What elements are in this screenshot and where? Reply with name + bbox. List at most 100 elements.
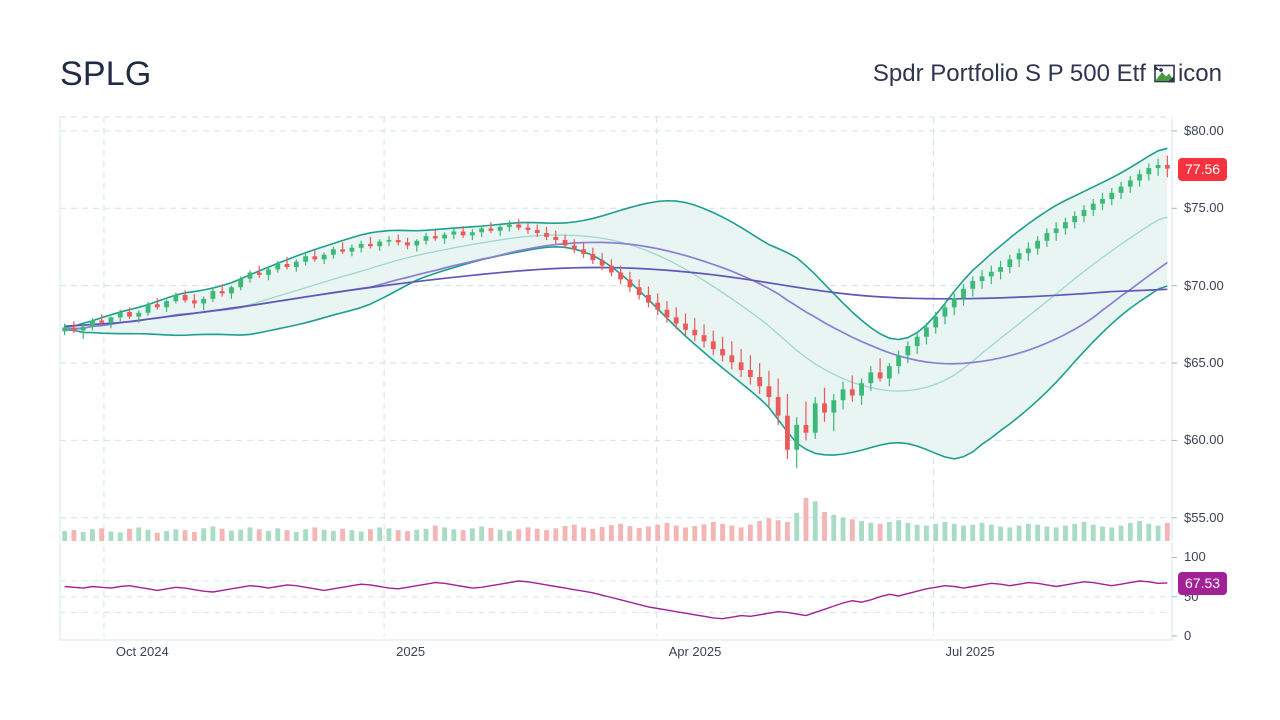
candle-body [1072,216,1078,223]
candle-body [229,287,234,294]
candle-body [80,326,86,331]
volume-bar [636,527,642,541]
candle-body [979,276,985,282]
chart-header: SPLG Spdr Portfolio S P 500 Etf icon [0,52,1280,114]
rsi-reference-lines [60,580,1172,613]
candle-body [395,240,401,243]
volume-bar [238,529,244,541]
date-axis-tick: Oct 2024 [115,644,169,659]
volume-bar [303,529,308,541]
volume-bar [312,527,318,541]
candle-body [1127,180,1133,187]
price-axis-tick: $65.00 [1184,355,1224,371]
last-rsi-badge[interactable]: 67.53 [1178,571,1228,595]
volume-bar [330,531,336,541]
candle-body [71,327,77,331]
volume-bar [1155,525,1161,541]
candle-body [117,311,123,318]
broken-image-alt-text: icon [1177,60,1222,87]
company-name: Spdr Portfolio S P 500 Etf [872,60,1146,87]
candle-body [154,304,160,308]
candle-body [1053,228,1059,234]
company-info: Spdr Portfolio S P 500 Etf icon [873,58,1222,90]
volume-bar [720,523,725,541]
candle-body [497,226,503,231]
volume-bar [1109,527,1115,541]
volume-bar [1063,525,1068,541]
date-axis-tick: Apr 2025 [668,644,722,659]
volume-bar [998,526,1003,541]
candle-body [553,236,559,241]
volume-bar [738,527,744,541]
candle-body [599,260,605,266]
volume-bar [136,527,142,541]
volume-bar [358,531,364,541]
last-price-badge[interactable]: 77.56 [1178,157,1228,181]
volume-bar [785,521,790,541]
volume-bar [1072,523,1078,541]
candle-body [303,256,308,262]
volume-bar [173,529,179,541]
candle-body [423,236,429,241]
candle-body [284,264,290,268]
volume-bar [201,528,207,541]
candle-body [312,256,318,260]
rsi-axis-tick: 100 [1184,549,1206,565]
volume-bar [553,528,559,541]
candle-body [525,227,531,230]
volume-bar [608,525,614,541]
candle-body [794,424,800,450]
candle-body [692,329,698,336]
volume-bar [479,526,485,541]
volume-bar [1090,524,1096,541]
rsi-series[interactable] [64,580,1168,620]
candle-body [349,247,355,252]
volume-bar [822,512,827,541]
volume-bar [729,525,735,541]
volume-bar [182,530,188,541]
candle-body [210,291,216,299]
volume-bar [460,530,466,541]
candle-body [414,240,420,246]
volume-bar [747,524,753,541]
axis-lines [59,117,1173,641]
volume-bar [451,529,457,541]
volume-bar [664,522,670,541]
candle-body [62,327,68,332]
volume-bar [405,531,410,541]
bollinger-upper-line [64,147,1168,341]
candle-body [108,317,114,323]
volume-bar [1146,523,1152,541]
candle-body [849,389,855,396]
candle-body [905,346,911,356]
candle-body [886,366,892,379]
candle-body [1155,164,1161,169]
volume-bar [979,522,985,541]
candle-body [247,272,253,279]
candle-body [1137,174,1142,181]
volume-series[interactable] [62,498,1170,541]
volume-bar [229,530,234,541]
price-axis-tick: $75.00 [1184,200,1224,216]
volume-bar [284,530,290,541]
candle-body [544,233,549,237]
candle-body [469,232,475,236]
candle-body [683,323,688,330]
candle-body [961,288,966,299]
candle-body [1025,248,1031,254]
volume-bar [673,525,679,541]
candle-body [368,243,373,247]
candle-body [145,304,151,313]
candlestick-series[interactable] [62,155,1170,469]
volume-bar [886,521,892,541]
volume-bar [90,529,95,541]
volume-bar [1007,527,1013,541]
candle-body [738,362,744,371]
volume-bar [692,526,698,541]
volume-bar [961,525,966,541]
price-axis-tick: $80.00 [1184,122,1224,138]
company-logo: icon [1153,58,1222,90]
candle-body [673,317,679,324]
candle-body [636,287,642,295]
candle-body [201,298,207,304]
